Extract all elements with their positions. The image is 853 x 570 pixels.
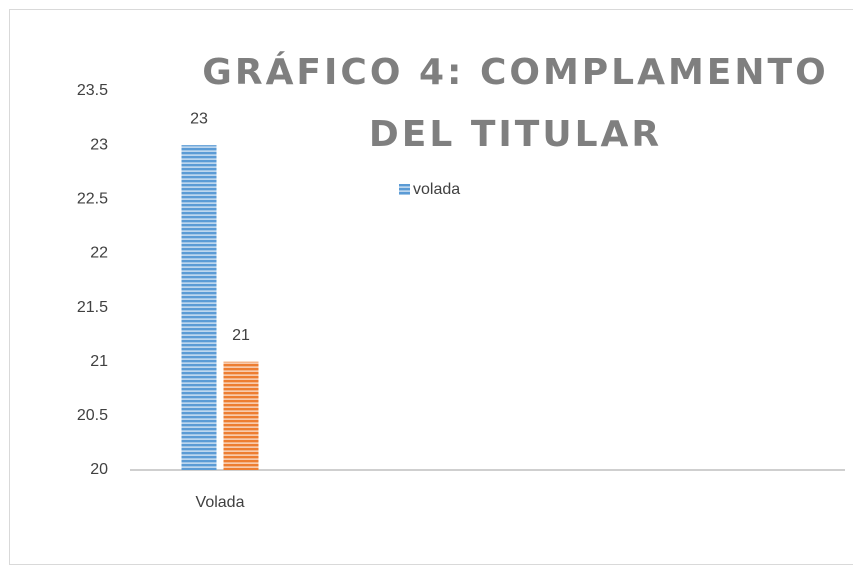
chart-title: GRÁFICO 4: COMPLAMENTO DEL TITULAR (202, 52, 829, 155)
bar (223, 361, 259, 470)
y-tick-label: 21.5 (77, 299, 108, 316)
legend-label: volada (413, 181, 460, 198)
y-tick-label: 22.5 (77, 191, 108, 208)
data-label: 21 (232, 327, 250, 344)
y-tick-label: 20 (90, 461, 108, 478)
legend-swatch (399, 184, 410, 195)
x-tick-label: Volada (196, 494, 245, 511)
y-tick-label: 23 (90, 136, 108, 153)
y-tick-label: 20.5 (77, 407, 108, 424)
bar (181, 145, 217, 470)
y-tick-label: 21 (90, 353, 108, 370)
y-tick-label: 22 (90, 245, 108, 262)
chart-frame (9, 9, 853, 565)
data-label: 23 (190, 110, 208, 127)
y-tick-label: 23.5 (77, 82, 108, 99)
